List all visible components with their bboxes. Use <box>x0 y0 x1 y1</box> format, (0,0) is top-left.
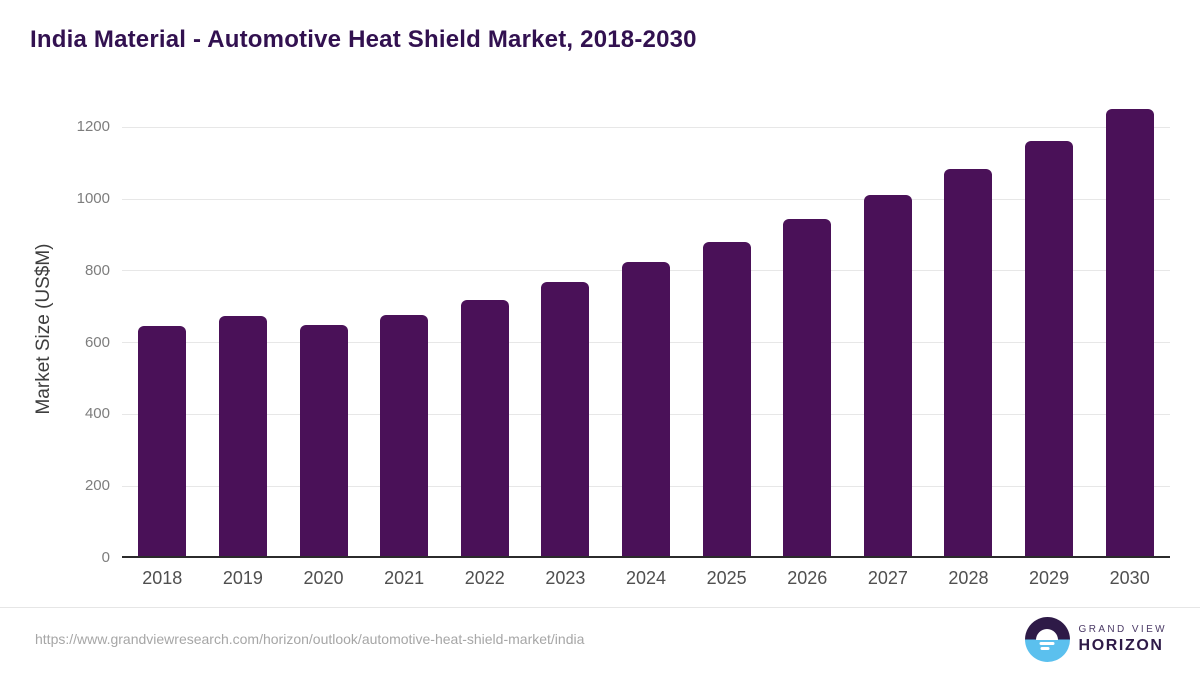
bar-2025[interactable] <box>702 241 751 556</box>
y-tick-label-200: 200 <box>84 477 110 495</box>
y-tick-label-1000: 1000 <box>76 190 110 208</box>
logo-product-text: HORIZON <box>1078 637 1164 654</box>
x-tick-label-2025: 2025 <box>706 568 747 588</box>
x-tick-label-2021: 2021 <box>384 568 425 588</box>
x-tick-label-2019: 2019 <box>222 568 263 588</box>
y-tick-label-0: 0 <box>101 549 110 566</box>
x-tick-label-2020: 2020 <box>303 568 344 588</box>
x-tick-label-2018: 2018 <box>142 568 183 588</box>
bar-2028[interactable] <box>944 168 993 556</box>
bar-2027[interactable] <box>863 194 912 556</box>
gridline-1000 <box>122 198 1170 200</box>
bar-2024[interactable] <box>622 262 670 556</box>
bar-2019[interactable] <box>218 315 267 556</box>
source-url-link[interactable]: https://www.grandviewresearch.com/horizo… <box>35 631 585 647</box>
bar-2020[interactable] <box>299 324 348 556</box>
y-tick-label-400: 400 <box>84 405 110 423</box>
x-tick-label-2029: 2029 <box>1029 568 1070 588</box>
y-tick-label-800: 800 <box>84 261 110 279</box>
bar-2021[interactable] <box>380 315 429 556</box>
bar-2030[interactable] <box>1105 109 1154 556</box>
bar-2022[interactable] <box>460 299 509 556</box>
bar-2026[interactable] <box>783 218 832 556</box>
x-tick-label-2027: 2027 <box>867 568 908 588</box>
y-tick-label-1200: 1200 <box>76 118 110 136</box>
logo-text: GRAND VIEW HORIZON <box>1079 624 1167 655</box>
gridline-1200 <box>122 126 1170 128</box>
x-tick-label-2030: 2030 <box>1109 568 1150 588</box>
sun-shape <box>1036 628 1059 640</box>
x-tick-label-2028: 2028 <box>948 568 989 588</box>
bar-2018[interactable] <box>138 326 187 556</box>
plot-area: 0 200 400 600 800 1000 1200 2018 2019 2020 2021 202… <box>77 100 1170 588</box>
x-tick-label-2026: 2026 <box>787 568 828 588</box>
chart-title: India Material - Automotive Heat Shield … <box>30 26 697 53</box>
logo-brand-text: GRAND VIEW <box>1078 624 1167 635</box>
reflection-line <box>1039 641 1055 646</box>
grandview-horizon-logo: GRAND VIEW HORIZON <box>1024 617 1167 662</box>
bar-2023[interactable] <box>541 281 590 556</box>
reflection-line <box>1040 646 1050 651</box>
footer-divider <box>0 607 1200 608</box>
bar-2029[interactable] <box>1025 141 1074 556</box>
y-tick-label-600: 600 <box>84 333 110 351</box>
x-tick-label-2023: 2023 <box>545 568 586 588</box>
horizon-sun-icon <box>1024 617 1070 662</box>
x-tick-label-2024: 2024 <box>625 568 667 588</box>
x-tick-label-2022: 2022 <box>464 568 505 588</box>
